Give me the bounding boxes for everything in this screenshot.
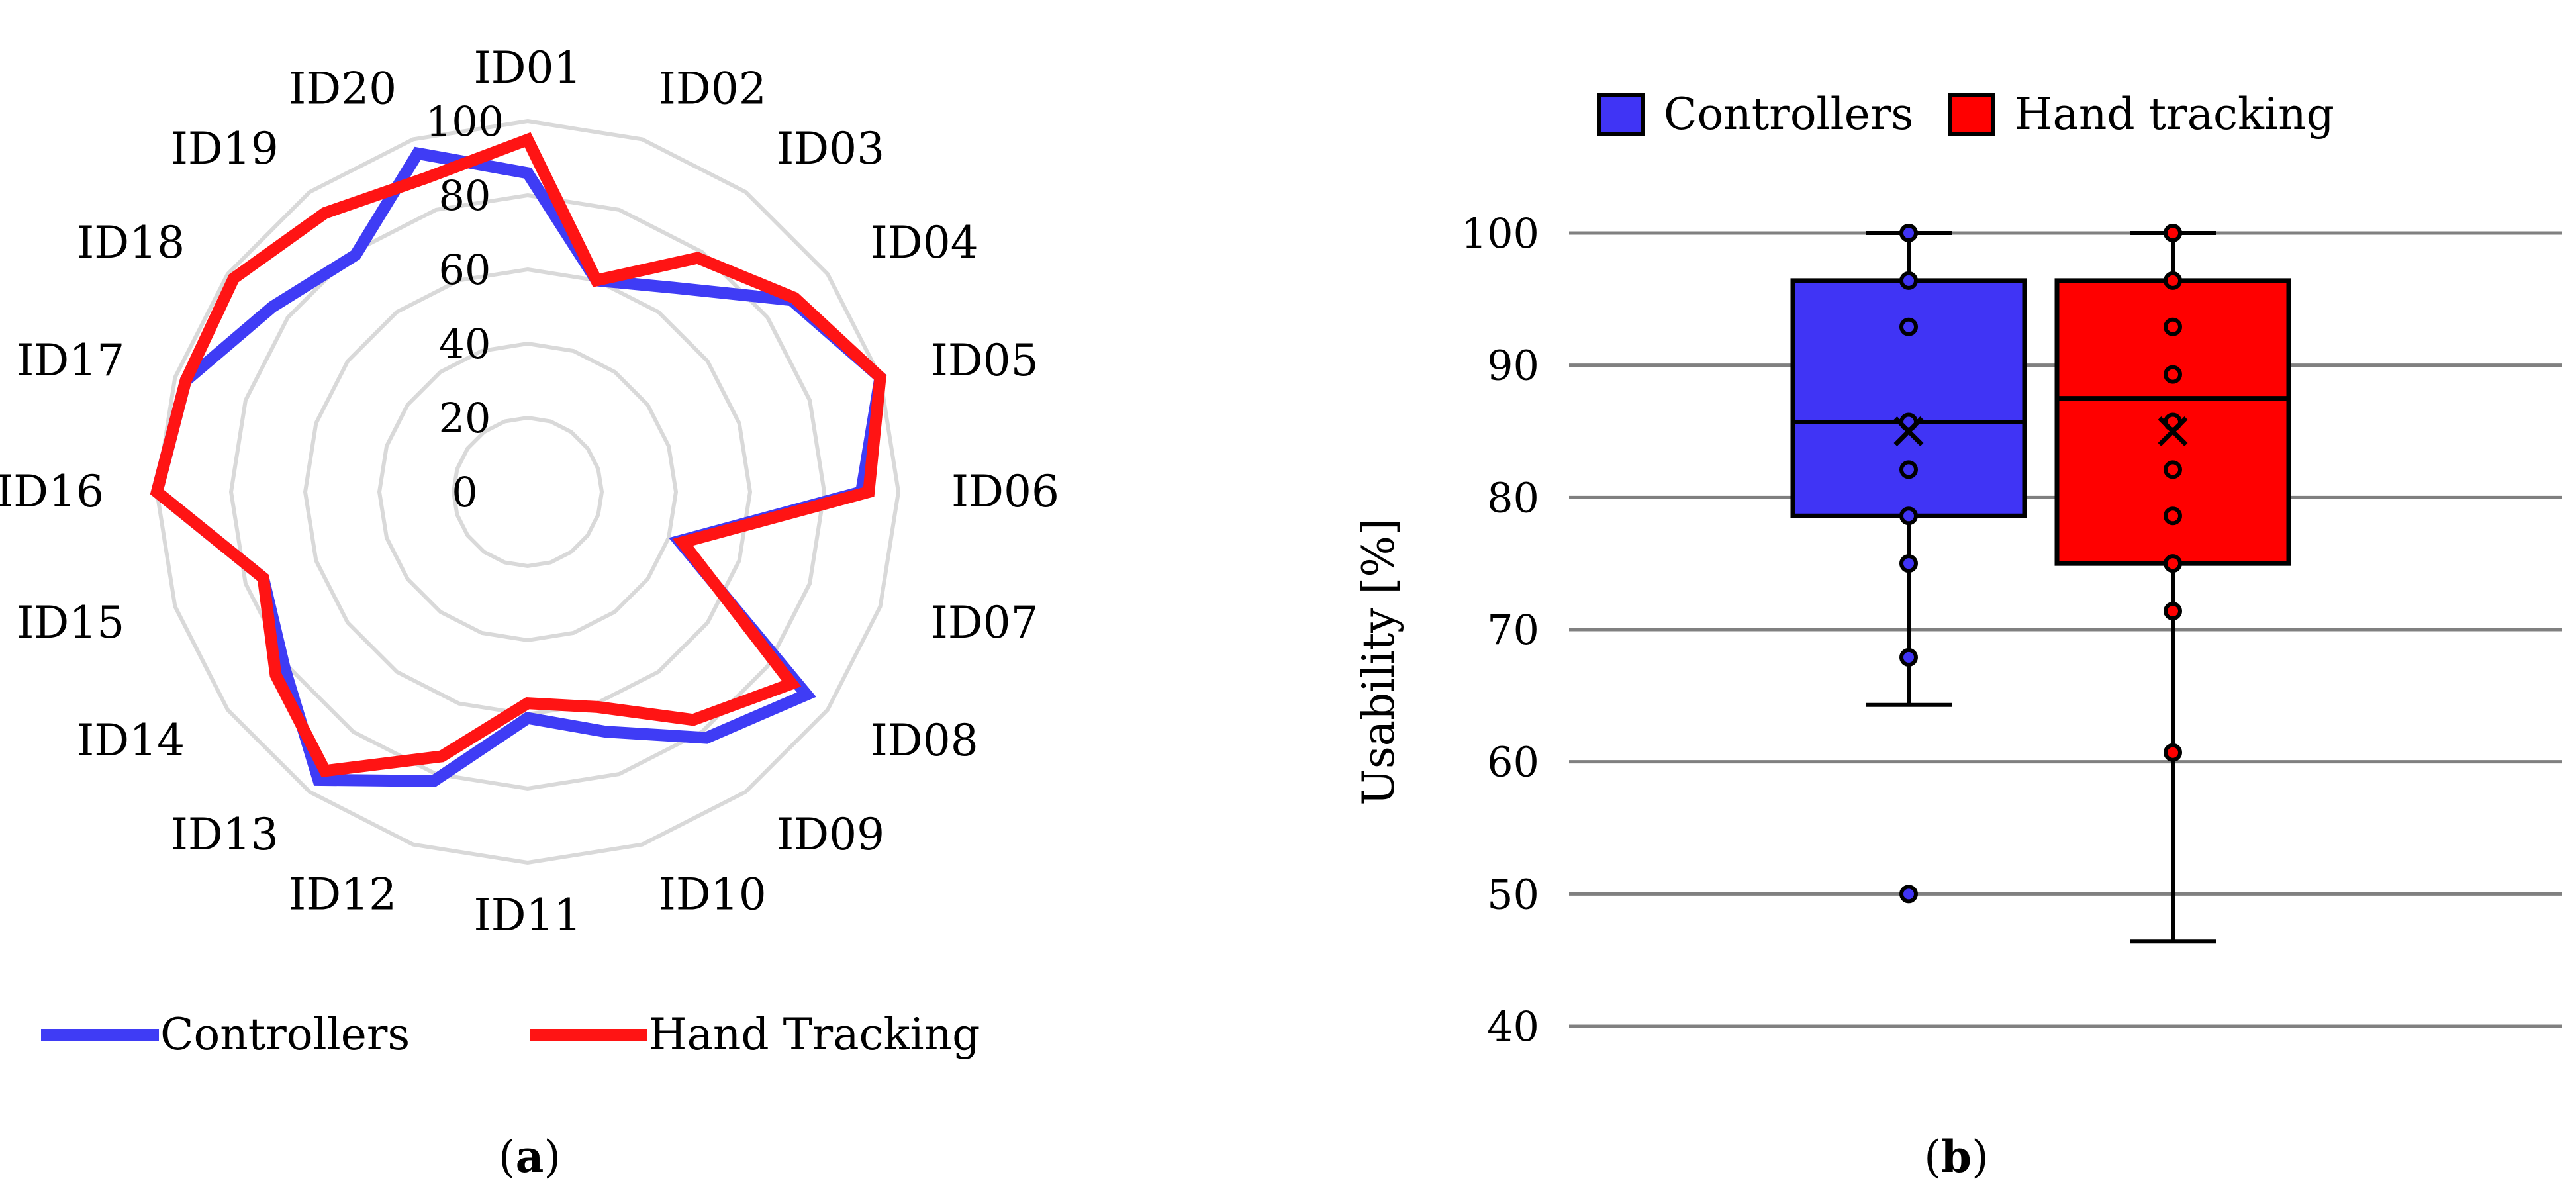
radar-category-label: ID11 [474, 890, 582, 941]
radar-series-line-hand-tracking [150, 132, 887, 778]
radar-category-label: ID10 [659, 869, 767, 920]
box-data-point [2164, 506, 2182, 526]
radar-category-label: ID04 [871, 217, 978, 268]
radar-category-label: ID16 [0, 466, 104, 517]
box-data-point [2164, 743, 2182, 762]
radar-grid-ring [451, 415, 604, 569]
box-plots [1790, 224, 2291, 944]
box-legend: Controllers Hand tracking [1597, 89, 2334, 140]
box-legend-swatch [1948, 93, 1995, 136]
box-data-point [2164, 317, 2182, 336]
radar-legend: Controllers Hand Tracking [41, 1009, 980, 1060]
radar-tick-labels: 0 20 40 60 80 100 [426, 97, 504, 516]
radar-category-label: ID01 [474, 42, 582, 93]
radar-category-label: ID05 [931, 335, 1039, 386]
box-hand-tracking [2054, 224, 2291, 944]
radar-grid-ring [377, 341, 679, 643]
radar-legend-label: Hand Tracking [649, 1009, 980, 1060]
box-data-point [2164, 554, 2182, 573]
box-data-point [2164, 602, 2182, 621]
box-data-point [2164, 460, 2182, 479]
box-y-tick-label: 40 [1487, 1002, 1539, 1051]
box-data-point [2164, 365, 2182, 384]
box-y-axis-label: Usability [%] [1353, 518, 1404, 805]
radar-tick-label: 80 [439, 171, 491, 220]
radar-category-label: ID07 [931, 597, 1039, 648]
box-mean-marker [2158, 416, 2188, 446]
radar-category-label: ID20 [289, 63, 397, 114]
box-controllers [1790, 224, 2027, 904]
box-legend-swatch [1597, 93, 1645, 136]
box-y-tick-label: 50 [1487, 870, 1539, 918]
box-mean-marker [1893, 416, 1924, 446]
radar-category-label: ID02 [659, 63, 767, 114]
box-data-point [2164, 271, 2182, 290]
radar-category-label: ID18 [77, 217, 185, 268]
radar-tick-label: 100 [426, 97, 504, 146]
box-chart: 40 50 60 70 80 90 100 Usability [%] Controller… [1353, 89, 2562, 1182]
panel-label-a: (a) [499, 1131, 561, 1182]
box-legend-label: Hand tracking [2015, 89, 2334, 140]
radar-tick-label: 0 [452, 468, 477, 516]
box-y-tick-label: 90 [1487, 342, 1539, 390]
radar-grid [154, 119, 901, 865]
box-y-tick-labels: 40 50 60 70 80 90 100 [1461, 209, 1539, 1051]
radar-tick-label: 40 [439, 320, 491, 368]
radar-series [150, 132, 887, 787]
box-y-tick-label: 80 [1487, 473, 1539, 522]
radar-category-label: ID09 [777, 809, 884, 860]
box-data-point [1899, 317, 1918, 336]
radar-category-label: ID06 [951, 466, 1059, 517]
radar-category-label: ID17 [17, 335, 124, 386]
box-data-point [1899, 554, 1918, 573]
box-data-point [1899, 647, 1918, 667]
box-iqr [1790, 278, 2027, 518]
box-data-point [2164, 224, 2182, 242]
radar-tick-label: 20 [439, 394, 491, 442]
box-legend-label: Controllers [1664, 89, 1913, 140]
box-data-point [1899, 885, 1918, 904]
box-data-point [1899, 271, 1918, 290]
box-y-tick-label: 60 [1487, 738, 1539, 787]
radar-category-label: ID15 [17, 597, 124, 648]
box-data-point [1899, 460, 1918, 479]
box-data-point [1899, 224, 1918, 242]
radar-category-label: ID13 [171, 809, 279, 860]
box-data-point [1899, 506, 1918, 526]
radar-tick-label: 60 [439, 246, 491, 294]
radar-category-label: ID03 [777, 123, 884, 174]
radar-category-label: ID14 [77, 715, 185, 766]
radar-category-label: ID08 [871, 715, 978, 766]
radar-grid-ring [303, 267, 753, 717]
panel-label-b: (b) [1924, 1131, 1989, 1182]
radar-legend-label: Controllers [160, 1009, 410, 1060]
radar-grid-ring [154, 119, 901, 865]
box-gridlines [1569, 231, 2562, 1028]
box-y-tick-label: 100 [1461, 209, 1539, 258]
radar-category-label: ID12 [289, 869, 397, 920]
radar-grid-ring [228, 193, 827, 791]
box-y-tick-label: 70 [1487, 606, 1539, 654]
radar-category-label: ID19 [171, 123, 279, 174]
